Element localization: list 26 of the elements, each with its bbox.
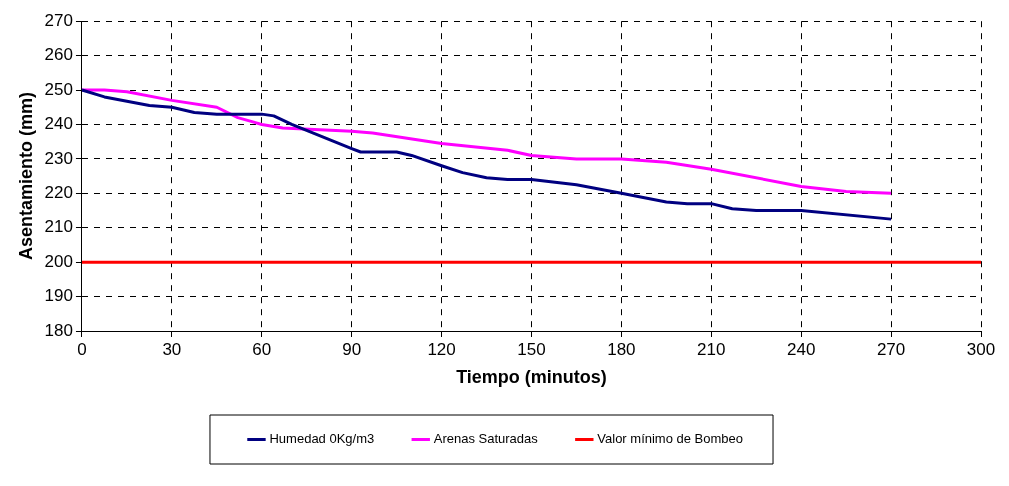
- y-tick-label: 260: [44, 45, 73, 65]
- y-axis-title: Asentamiento (mm): [15, 92, 36, 261]
- x-tick-label: 60: [252, 339, 272, 359]
- x-tick-label: 0: [77, 339, 87, 359]
- x-tick-label: 180: [607, 339, 636, 359]
- x-axis-title: Tiempo (minutos): [456, 367, 607, 388]
- y-tick-label: 210: [44, 217, 73, 237]
- y-tick-label: 230: [44, 148, 73, 168]
- x-tick-label: 150: [517, 339, 546, 359]
- y-tick-label: 250: [44, 79, 73, 99]
- x-tick-label: 270: [876, 339, 906, 359]
- legend-label: Humedad 0Kg/m3: [269, 431, 375, 447]
- x-tick-label: 300: [966, 339, 996, 359]
- y-tick-label: 270: [44, 10, 73, 30]
- x-tick-label: 120: [427, 339, 456, 359]
- x-tick-label: 210: [697, 339, 726, 359]
- y-tick-label: 200: [44, 251, 73, 271]
- y-tick-label: 220: [44, 183, 73, 202]
- legend-label: Arenas Saturadas: [433, 431, 539, 447]
- y-tick-label: 240: [44, 114, 73, 134]
- y-tick-label: 180: [44, 320, 73, 340]
- x-tick-label: 240: [787, 339, 816, 359]
- y-tick-label: 190: [44, 286, 73, 306]
- x-tick-label: 90: [342, 339, 362, 359]
- x-tick-label: 30: [162, 339, 182, 359]
- legend-label: Valor mínimo de Bombeo: [597, 431, 744, 447]
